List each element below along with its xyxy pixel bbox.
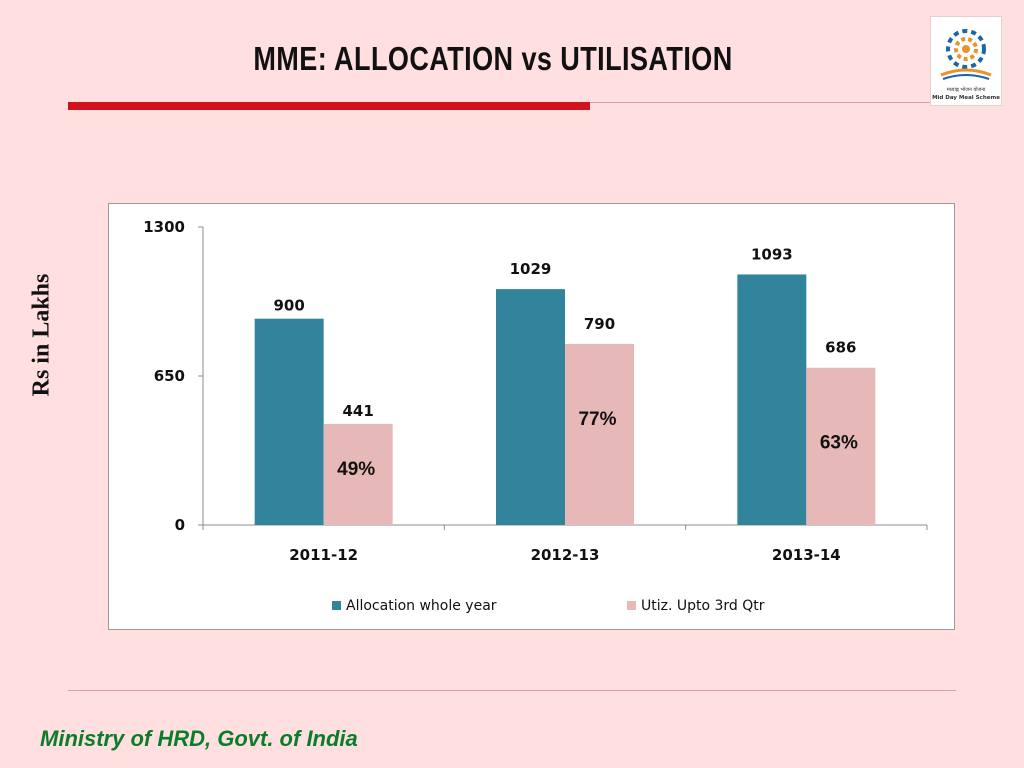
bar-allocation [496,289,565,525]
title-underline-thin [590,102,935,103]
x-tick-label: 2013-14 [772,546,841,564]
legend-swatch [627,601,636,610]
y-tick-label: 0 [175,516,185,534]
mid-day-meal-scheme-logo-icon: मध्याह्न भोजन योजना Mid Day Meal Scheme [932,29,1000,101]
y-tick-label: 650 [154,367,185,385]
y-tick-label: 1300 [143,218,185,236]
logo-text-hindi: मध्याह्न भोजन योजना [947,86,986,93]
footer-divider [68,690,956,691]
y-axis-side-label-wrap: Rs in Lakhs [20,240,64,430]
mid-day-meal-logo: मध्याह्न भोजन योजना Mid Day Meal Scheme [930,16,1002,106]
data-label: 1093 [751,245,793,263]
y-axis-side-label: Rs in Lakhs [28,273,55,397]
bar-utilisation [323,423,393,525]
x-tick-label: 2012-13 [531,546,600,564]
bar-utilisation [565,343,634,525]
slide-title: MME: ALLOCATION vs UTILISATION [253,40,733,77]
data-label: 790 [584,315,615,333]
percent-label: 77% [578,409,616,430]
data-label: 441 [343,402,374,420]
percent-label: 49% [337,459,375,480]
legend-label: Allocation whole year [346,598,497,614]
footer-ministry: Ministry of HRD, Govt. of India [40,726,358,751]
bar-utilisation [806,367,876,525]
logo-text-english: Mid Day Meal Scheme [932,95,1000,101]
data-label: 1029 [510,260,552,278]
bar-allocation [737,274,807,525]
percent-label: 63% [820,433,858,454]
legend-swatch [332,601,341,610]
title-underline-red [68,102,590,110]
x-tick-label: 2011-12 [289,546,358,564]
bar-chart: 0 650 1300 2011-12 2012-13 2013-14 900 1029 1093… [143,218,928,614]
legend-label: Utiz. Upto 3rd Qtr [641,598,765,614]
data-label: 686 [825,339,856,357]
data-label: 900 [274,297,305,315]
bar-allocation [254,318,324,525]
chart-area: 0 650 1300 2011-12 2012-13 2013-14 900 1029 1093… [108,203,955,630]
